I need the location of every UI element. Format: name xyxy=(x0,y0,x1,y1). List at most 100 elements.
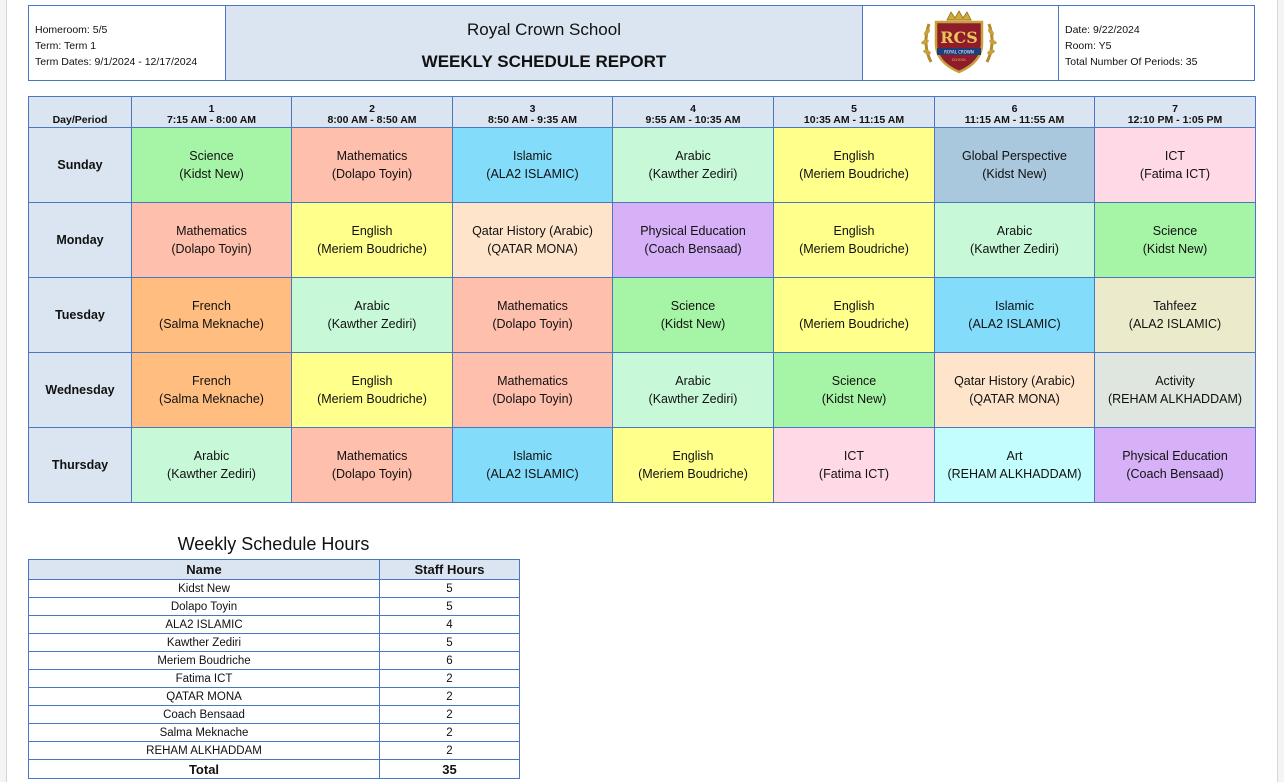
report-title: WEEKLY SCHEDULE REPORT xyxy=(421,52,667,71)
schedule-cell: Science (Kidst New) xyxy=(612,277,774,353)
date-text: Date: 9/22/2024 xyxy=(1065,24,1140,36)
teacher-name: (REHAM ALKHADDAM) xyxy=(1107,392,1243,406)
staff-hours: 5 xyxy=(379,579,520,598)
hours-title: Weekly Schedule Hours xyxy=(177,534,370,554)
teacher-name: (Kawther Zediri) xyxy=(327,317,417,331)
schedule-cell: English (Meriem Boudriche) xyxy=(773,127,935,203)
period-header: 3 8:50 AM - 9:35 AM xyxy=(452,96,613,128)
staff-hours: 6 xyxy=(379,651,520,670)
subject-name: Physical Education xyxy=(640,224,746,238)
term-text: Term: Term 1 xyxy=(35,40,97,52)
hours-row: REHAM ALKHADDAM 2 xyxy=(28,741,520,760)
teacher-name: (Meriem Boudriche) xyxy=(638,467,748,481)
schedule-cell: English (Meriem Boudriche) xyxy=(773,277,935,353)
teacher-name: (Meriem Boudriche) xyxy=(799,242,909,256)
teacher-name: (Kidst New) xyxy=(821,392,887,406)
period-header: 7 12:10 PM - 1:05 PM xyxy=(1094,96,1256,128)
subject-name: Science xyxy=(189,149,234,163)
subject-name: Physical Education xyxy=(1122,449,1228,463)
subject-name: French xyxy=(192,299,231,313)
staff-hours: 2 xyxy=(379,705,520,724)
schedule-cell: Tahfeez (ALA2 ISLAMIC) xyxy=(1094,277,1256,353)
schedule-cell: Arabic (Kawther Zediri) xyxy=(291,277,453,353)
period-header: 5 10:35 AM - 11:15 AM xyxy=(773,96,935,128)
subject-name: Arabic xyxy=(354,299,390,313)
subject-name: Qatar History (Arabic) xyxy=(954,374,1075,388)
school-name: Royal Crown School xyxy=(466,20,621,39)
period-header-row: Day/Period 1 7:15 AM - 8:00 AM 2 8:00 AM - … xyxy=(28,96,1256,128)
hours-name-header: Name xyxy=(28,559,380,580)
subject-name: English xyxy=(351,374,393,388)
teacher-name: (Kawther Zediri) xyxy=(648,392,738,406)
period-time: 11:15 AM - 11:55 AM xyxy=(964,114,1065,126)
header-title-box: Royal Crown School WEEKLY SCHEDULE REPOR… xyxy=(225,5,863,81)
schedule-cell: English (Meriem Boudriche) xyxy=(773,202,935,278)
staff-hours: 4 xyxy=(379,615,520,634)
subject-name: Activity xyxy=(1155,374,1195,388)
staff-hours: 2 xyxy=(379,723,520,742)
term-dates-text: Term Dates: 9/1/2024 - 12/17/2024 xyxy=(35,56,198,68)
staff-name: Coach Bensaad xyxy=(28,705,380,724)
period-time: 9:55 AM - 10:35 AM xyxy=(645,114,741,126)
teacher-name: (Salma Meknache) xyxy=(159,392,264,406)
schedule-cell: French (Salma Meknache) xyxy=(131,277,292,353)
subject-name: Mathematics xyxy=(497,299,568,313)
hours-total-row: Total 35 xyxy=(28,759,520,779)
hours-row: ALA2 ISLAMIC 4 xyxy=(28,615,520,634)
schedule-cell: Arabic (Kawther Zediri) xyxy=(934,202,1095,278)
day-label: Tuesday xyxy=(28,277,132,353)
schedule-cell: Science (Kidst New) xyxy=(773,352,935,428)
teacher-name: (Fatima ICT) xyxy=(1139,167,1211,181)
homeroom-text: Homeroom: 5/5 xyxy=(35,24,108,36)
period-number: 7 xyxy=(1172,103,1178,115)
period-header: 4 9:55 AM - 10:35 AM xyxy=(612,96,774,128)
weekly-schedule-table: Day/Period 1 7:15 AM - 8:00 AM 2 8:00 AM - … xyxy=(28,96,1256,503)
schedule-cell: Mathematics (Dolapo Toyin) xyxy=(291,127,453,203)
period-number: 3 xyxy=(529,103,536,115)
schedule-cell: English (Meriem Boudriche) xyxy=(291,352,453,428)
staff-name: QATAR MONA xyxy=(28,687,380,706)
day-row: Wednesday French (Salma Meknache) English (M… xyxy=(28,352,1256,428)
subject-name: Arabic xyxy=(675,149,711,163)
teacher-name: (Coach Bensaad) xyxy=(1126,467,1224,481)
day-label: Sunday xyxy=(28,127,132,203)
teacher-name: (Kidst New) xyxy=(1142,242,1208,256)
schedule-cell: Physical Education (Coach Bensaad) xyxy=(612,202,774,278)
header-right-info: Date: 9/22/2024 Room: Y5 Total Number Of… xyxy=(1058,5,1255,81)
teacher-name: (QATAR MONA) xyxy=(487,242,578,256)
schedule-cell: Qatar History (Arabic) (QATAR MONA) xyxy=(934,352,1095,428)
subject-name: Global Perspective xyxy=(962,149,1067,163)
teacher-name: (ALA2 ISLAMIC) xyxy=(486,467,579,481)
period-header: 1 7:15 AM - 8:00 AM xyxy=(131,96,292,128)
staff-hours: 2 xyxy=(379,669,520,688)
period-header: 6 11:15 AM - 11:55 AM xyxy=(934,96,1095,128)
hours-row: Dolapo Toyin 5 xyxy=(28,597,520,616)
teacher-name: (Kidst New) xyxy=(179,167,244,181)
teacher-name: (Meriem Boudriche) xyxy=(799,317,909,331)
staff-hours-table: Name Staff Hours Kidst New 5 Dolapo Toyin 5… xyxy=(28,559,520,779)
schedule-cell: Arabic (Kawther Zediri) xyxy=(612,352,774,428)
schedule-cell: Art (REHAM ALKHADDAM) xyxy=(934,427,1095,503)
subject-name: Islamic xyxy=(513,149,552,163)
schedule-cell: French (Salma Meknache) xyxy=(131,352,292,428)
teacher-name: (Dolapo Toyin) xyxy=(492,392,573,406)
teacher-name: (Fatima ICT) xyxy=(818,467,890,481)
staff-name: Salma Meknache xyxy=(28,723,380,742)
subject-name: Mathematics xyxy=(176,224,247,238)
teacher-name: (Salma Meknache) xyxy=(159,317,264,331)
hours-row: Kidst New 5 xyxy=(28,579,520,598)
hours-header-row: Name Staff Hours xyxy=(28,559,520,580)
staff-name: Dolapo Toyin xyxy=(28,597,380,616)
subject-name: Science xyxy=(1152,224,1198,238)
period-time: 8:00 AM - 8:50 AM xyxy=(327,114,417,126)
teacher-name: (Dolapo Toyin) xyxy=(492,317,573,331)
subject-name: Islamic xyxy=(995,299,1034,313)
day-row: Thursday Arabic (Kawther Zediri) Mathematic… xyxy=(28,427,1256,503)
staff-hours: 5 xyxy=(379,597,520,616)
staff-name: ALA2 ISLAMIC xyxy=(28,615,380,634)
subject-name: Arabic xyxy=(675,374,711,388)
subject-name: Science xyxy=(670,299,716,313)
subject-name: Tahfeez xyxy=(1153,299,1197,313)
hours-row: QATAR MONA 2 xyxy=(28,687,520,706)
day-row: Monday Mathematics (Dolapo Toyin) English (M… xyxy=(28,202,1256,278)
